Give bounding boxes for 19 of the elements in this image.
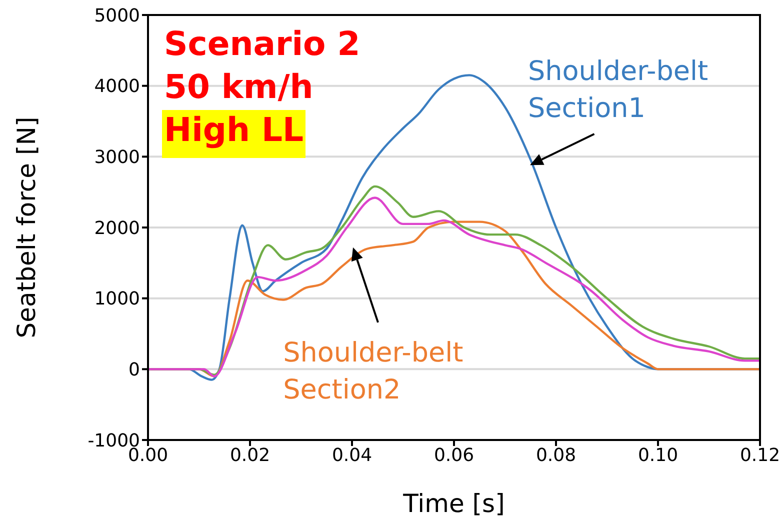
x-tick-label: 0.06 bbox=[434, 444, 474, 466]
y-tick-label: 3000 bbox=[94, 147, 140, 168]
annotation: Scenario 2 bbox=[164, 24, 360, 63]
y-tick-label: 5000 bbox=[94, 5, 140, 26]
x-tick-label: 0.02 bbox=[230, 444, 270, 466]
series-label: Shoulder-belt Section2 bbox=[283, 337, 464, 406]
x-axis-title: Time [s] bbox=[402, 489, 505, 518]
x-tick-label: 0.08 bbox=[536, 444, 576, 466]
annotation: 50 km/h bbox=[164, 67, 314, 106]
x-tick-label: 0.12 bbox=[740, 444, 780, 466]
y-tick-label: 0 bbox=[128, 360, 140, 381]
series-label: Shoulder-belt Section1 bbox=[528, 56, 708, 124]
y-tick-label: 2000 bbox=[94, 218, 140, 239]
x-tick-label: 0.10 bbox=[638, 444, 678, 466]
y-axis-title: Seatbelt force [N] bbox=[12, 116, 41, 338]
y-tick-label: 4000 bbox=[94, 76, 140, 98]
x-tick-label: 0.04 bbox=[332, 444, 372, 466]
annotation: High LL bbox=[164, 110, 304, 149]
y-tick-label: 1000 bbox=[94, 288, 140, 310]
